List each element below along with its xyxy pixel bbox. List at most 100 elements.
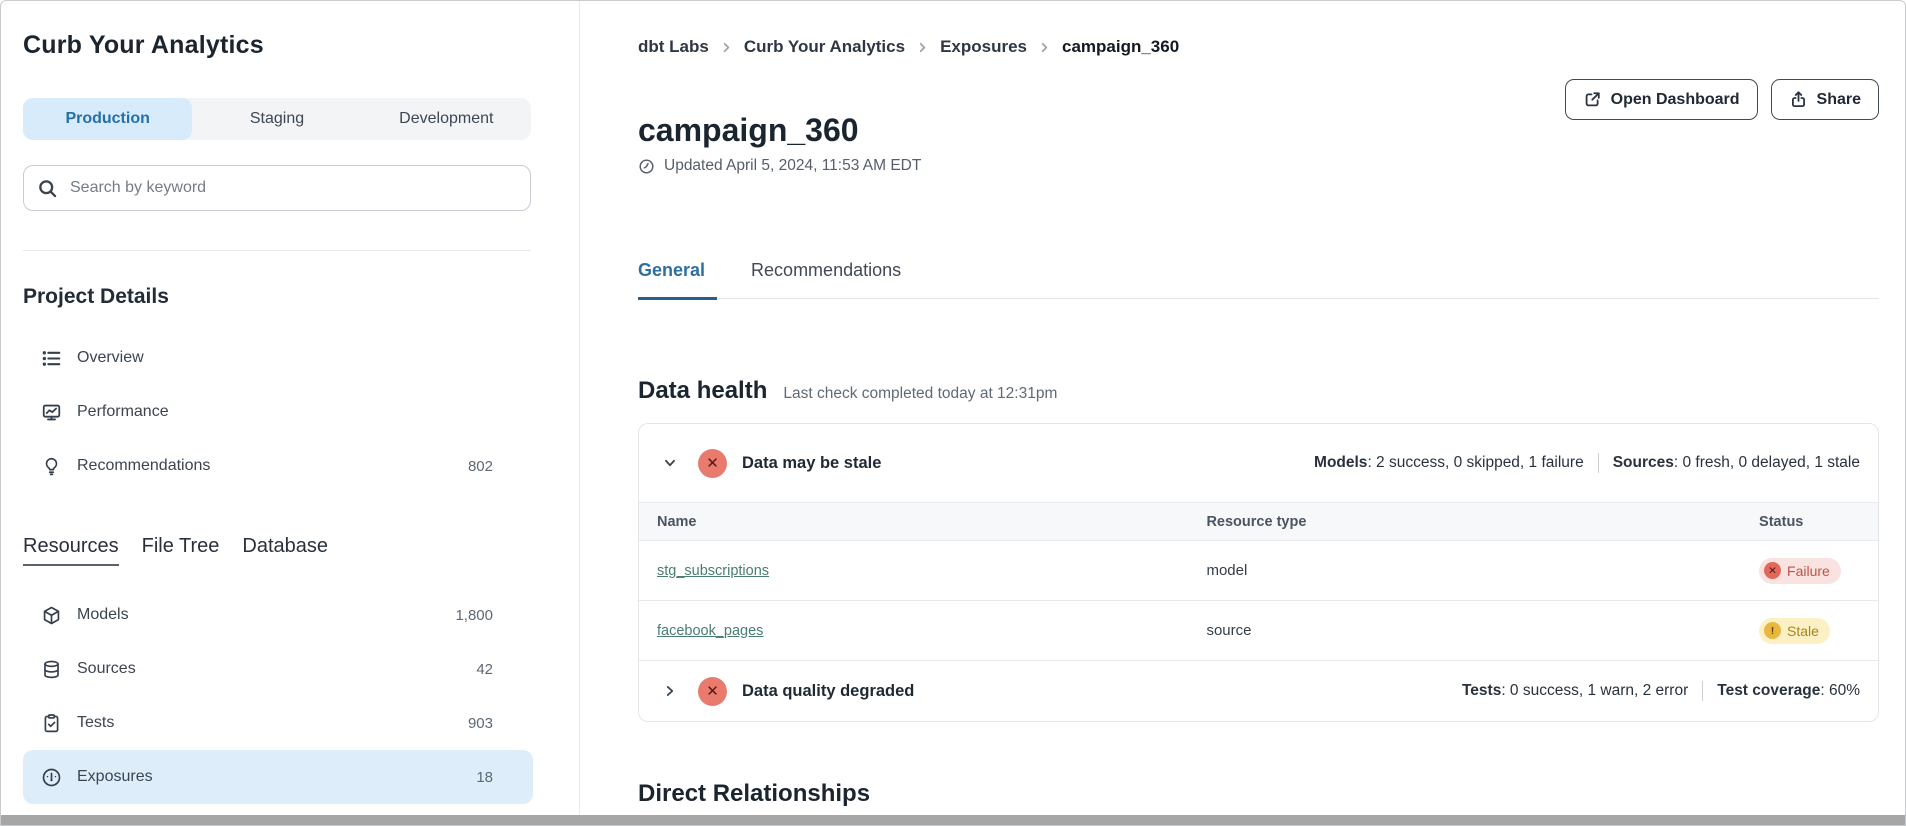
- tab-file-tree[interactable]: File Tree: [141, 535, 220, 557]
- resource-link-facebook-pages[interactable]: facebook_pages: [657, 623, 764, 639]
- cube-icon: [41, 605, 62, 626]
- last-updated: Updated April 5, 2024, 11:53 AM EDT: [638, 157, 1879, 175]
- status-badge-label: Stale: [1787, 622, 1819, 639]
- tab-recommendations[interactable]: Recommendations: [751, 260, 902, 280]
- project-details-nav: Overview Performance Recommendations 802: [23, 331, 579, 493]
- search-input[interactable]: [68, 178, 517, 198]
- sidebar-item-models[interactable]: Models 1,800: [23, 588, 533, 642]
- expand-chevron-right-icon[interactable]: [657, 678, 683, 704]
- tests-summary: Tests: 0 success, 1 warn, 2 error: [1461, 682, 1689, 699]
- sources-summary: Sources: 0 fresh, 0 delayed, 1 stale: [1612, 454, 1860, 471]
- table-row: facebook_pages source ! Stale: [639, 601, 1878, 661]
- gauge-icon: [41, 767, 62, 788]
- sidebar-item-performance[interactable]: Performance: [23, 385, 533, 439]
- stale-section-left: ✕ Data may be stale: [657, 448, 882, 478]
- column-header-status: Status: [1759, 513, 1804, 530]
- sidebar-item-count: 802: [467, 457, 493, 475]
- sidebar-item-label: Recommendations: [77, 457, 211, 474]
- direct-relationships-heading: Direct Relationships: [638, 780, 871, 807]
- table-row: stg_subscriptions model ✕ Failure: [639, 541, 1878, 601]
- quality-section-left: ✕ Data quality degraded: [657, 676, 914, 706]
- quality-section-summary: Tests: 0 success, 1 warn, 2 error Test c…: [1462, 681, 1860, 701]
- status-badge-label: Failure: [1787, 562, 1830, 579]
- tab-resources[interactable]: Resources: [23, 535, 119, 566]
- resource-link-stg-subscriptions[interactable]: stg_subscriptions: [657, 563, 770, 579]
- resources-nav: Models 1,800 Sources 42 Tests 903: [23, 588, 579, 804]
- breadcrumb-item-dbt-labs[interactable]: dbt Labs: [638, 37, 709, 56]
- coverage-summary: Test coverage: 60%: [1717, 682, 1860, 699]
- summary-divider: [1597, 453, 1599, 473]
- share-button[interactable]: Share: [1770, 79, 1879, 120]
- sidebar-item-overview[interactable]: Overview: [23, 331, 533, 385]
- open-dashboard-label: Open Dashboard: [1610, 90, 1740, 108]
- resource-type-cell: source: [1206, 622, 1252, 639]
- performance-chart-icon: [41, 402, 62, 423]
- sidebar-item-label: Tests: [77, 714, 115, 731]
- project-title: Curb Your Analytics: [23, 31, 264, 59]
- sidebar-item-label: Performance: [77, 403, 169, 420]
- sidebar-item-recommendations[interactable]: Recommendations 802: [23, 439, 533, 493]
- chevron-right-icon: [1037, 40, 1052, 55]
- sidebar-item-label: Overview: [77, 349, 144, 366]
- sidebar-section-divider: [23, 250, 531, 251]
- clock-icon: [638, 158, 655, 175]
- environment-tabs: Production Staging Development: [23, 98, 531, 140]
- summary-divider: [1702, 681, 1704, 701]
- table-header-row: Name Resource type Status: [639, 503, 1878, 541]
- sidebar-item-sources[interactable]: Sources 42: [23, 642, 533, 696]
- stale-section-title: Data may be stale: [742, 453, 882, 472]
- env-tab-production[interactable]: Production: [23, 98, 193, 140]
- search-icon: [37, 178, 58, 199]
- page-actions: Open Dashboard Share: [1564, 79, 1879, 120]
- status-badge-failure: ✕ Failure: [1759, 557, 1841, 584]
- sidebar: Curb Your Analytics Production Staging D…: [1, 1, 580, 825]
- env-tab-development[interactable]: Development: [362, 98, 531, 140]
- env-tab-staging[interactable]: Staging: [192, 98, 361, 140]
- data-health-card: ✕ Data may be stale Models: 2 success, 0…: [638, 423, 1879, 722]
- data-health-heading: Data health: [638, 377, 768, 404]
- status-badge-stale: ! Stale: [1759, 617, 1830, 644]
- share-icon: [1789, 90, 1808, 109]
- last-updated-text: Updated April 5, 2024, 11:53 AM EDT: [664, 157, 922, 174]
- column-header-name: Name: [657, 513, 697, 530]
- stale-section-summary: Models: 2 success, 0 skipped, 1 failure …: [1314, 453, 1860, 473]
- warning-circle-icon: !: [1764, 622, 1782, 639]
- external-link-icon: [1583, 90, 1602, 109]
- lightbulb-icon: [41, 456, 62, 477]
- breadcrumb: dbt Labs Curb Your Analytics Exposures c…: [638, 37, 1879, 57]
- data-health-header: Data health Last check completed today a…: [638, 377, 1879, 405]
- stale-section-row: ✕ Data may be stale Models: 2 success, 0…: [639, 424, 1878, 502]
- breadcrumb-item-current: campaign_360: [1062, 37, 1180, 56]
- clipboard-check-icon: [41, 713, 62, 734]
- stale-resources-table: Name Resource type Status stg_subscripti…: [639, 502, 1878, 661]
- list-icon: [41, 348, 62, 369]
- tab-database[interactable]: Database: [242, 535, 329, 557]
- tab-general[interactable]: General: [638, 260, 718, 300]
- window-bottom-edge: [1, 815, 1905, 825]
- sidebar-item-label: Models: [77, 606, 129, 623]
- breadcrumb-item-exposures[interactable]: Exposures: [940, 37, 1027, 56]
- open-dashboard-button[interactable]: Open Dashboard: [1564, 79, 1758, 120]
- page-title: campaign_360: [638, 112, 859, 148]
- project-details-heading: Project Details: [23, 285, 169, 308]
- sidebar-item-tests[interactable]: Tests 903: [23, 696, 533, 750]
- breadcrumb-item-project[interactable]: Curb Your Analytics: [743, 37, 906, 56]
- error-circle-icon: ✕: [698, 448, 727, 478]
- column-header-resource-type: Resource type: [1206, 513, 1307, 530]
- sidebar-item-count: 42: [476, 660, 493, 678]
- share-label: Share: [1816, 90, 1861, 108]
- sidebar-item-count: 1,800: [455, 606, 493, 624]
- search-box[interactable]: [23, 165, 531, 211]
- resource-type-cell: model: [1206, 562, 1248, 579]
- sidebar-view-tabs: Resources File Tree Database: [23, 535, 579, 566]
- error-circle-icon: ✕: [1764, 562, 1782, 579]
- last-check-text: Last check completed today at 12:31pm: [783, 385, 1058, 402]
- collapse-chevron-down-icon[interactable]: [657, 450, 683, 476]
- page-header: campaign_360 Open Dashboard Share: [638, 79, 1879, 149]
- main-content: dbt Labs Curb Your Analytics Exposures c…: [580, 1, 1905, 825]
- data-health-section: Data health Last check completed today a…: [638, 377, 1879, 722]
- chevron-right-icon: [915, 40, 930, 55]
- chevron-right-icon: [719, 40, 734, 55]
- sidebar-item-exposures[interactable]: Exposures 18: [23, 750, 533, 804]
